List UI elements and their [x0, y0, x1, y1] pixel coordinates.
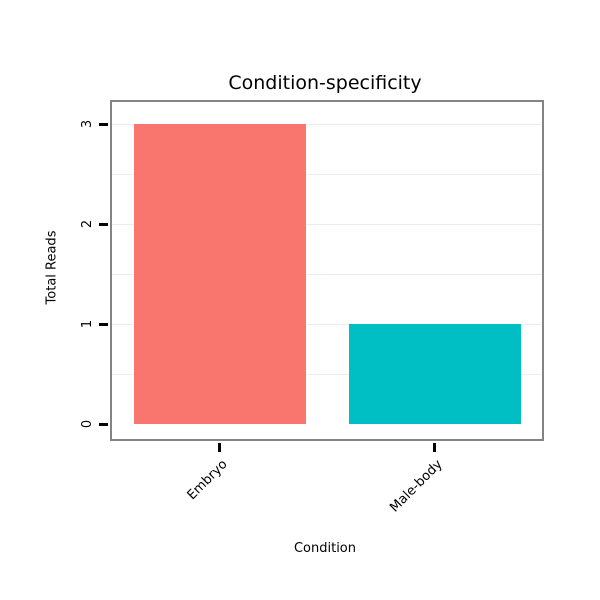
gridline [112, 323, 542, 325]
y-tick-label: 0 [80, 419, 95, 429]
y-axis-label: Total Reads [44, 230, 60, 305]
gridline [112, 123, 542, 125]
chart-title: Condition-specificity [228, 72, 422, 94]
x-tick-label: Embryo [184, 457, 231, 504]
y-tick [99, 322, 108, 326]
bar-male-body [349, 324, 521, 424]
y-tick-label: 1 [80, 319, 95, 329]
bar-embryo [134, 124, 306, 424]
plot-area: Embryo Male-body 0 1 2 3 [80, 100, 544, 515]
y-tick-label: 3 [80, 119, 95, 129]
gridline [112, 373, 542, 375]
x-tick-label: Male-body [386, 457, 446, 516]
x-axis-label: Condition [293, 541, 357, 556]
y-tick-label: 2 [80, 219, 95, 229]
x-tick [433, 443, 436, 452]
gridline [112, 173, 542, 175]
y-tick [99, 222, 108, 226]
x-tick [218, 443, 221, 452]
y-tick [99, 122, 108, 126]
gridline [112, 273, 542, 275]
y-tick [99, 422, 108, 426]
gridline [112, 223, 542, 225]
